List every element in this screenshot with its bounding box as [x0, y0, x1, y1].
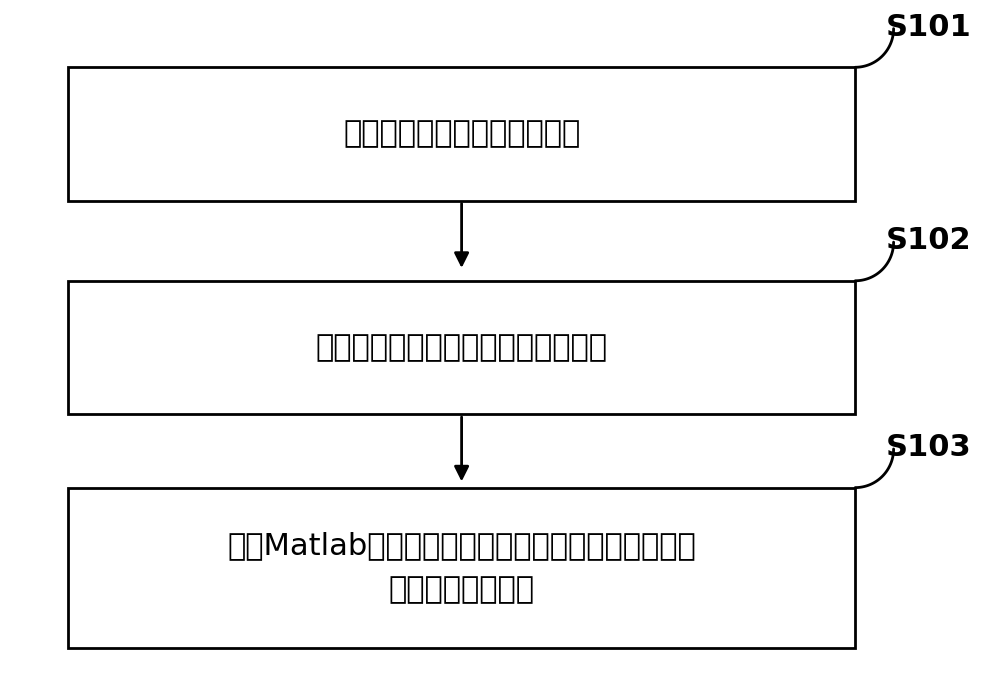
Text: 建立分数阶广义湿热耦合模型: 建立分数阶广义湿热耦合模型 — [343, 120, 580, 149]
Text: S102: S102 — [886, 227, 972, 255]
FancyBboxPatch shape — [68, 281, 855, 414]
Text: S103: S103 — [886, 433, 972, 462]
FancyBboxPatch shape — [68, 67, 855, 201]
Text: 间域内的温湿度场: 间域内的温湿度场 — [389, 575, 535, 604]
Text: 求解模型，得到拉式域内温度和湿度: 求解模型，得到拉式域内温度和湿度 — [316, 333, 608, 362]
FancyBboxPatch shape — [68, 488, 855, 648]
Text: 通过Matlab软件编写拉普拉斯逆变换程序即可获得时: 通过Matlab软件编写拉普拉斯逆变换程序即可获得时 — [227, 532, 696, 560]
Text: S101: S101 — [886, 13, 972, 42]
